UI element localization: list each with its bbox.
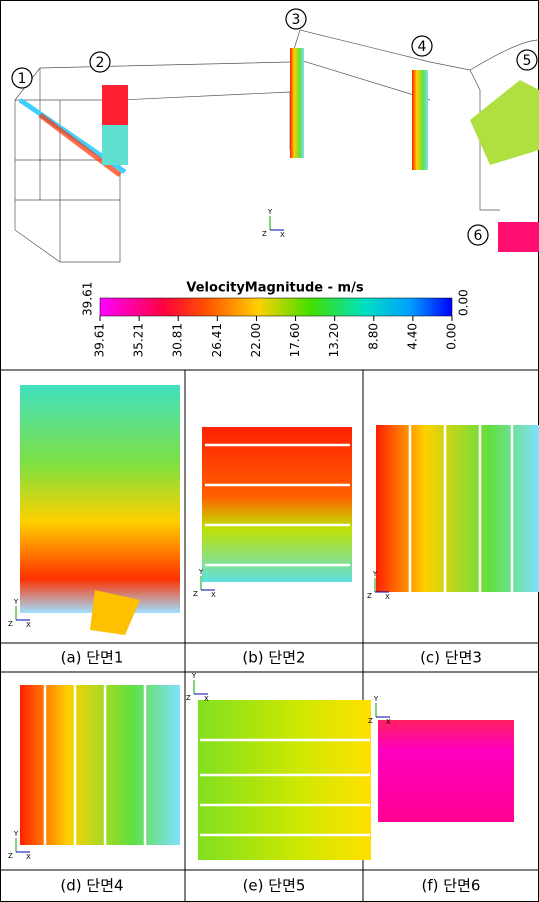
colorbar-tick-label: 8.80 bbox=[366, 323, 380, 350]
panel-caption: (a) 단면1 bbox=[61, 649, 124, 667]
panel-caption: (d) 단면4 bbox=[60, 877, 123, 895]
axis-label: Z bbox=[8, 620, 13, 628]
panel-caption: (b) 단면2 bbox=[242, 649, 305, 667]
axis-label: X bbox=[211, 591, 216, 599]
section-image bbox=[376, 425, 539, 592]
section-image bbox=[202, 427, 352, 582]
marker-label: 5 bbox=[523, 53, 532, 69]
axis-label: Y bbox=[191, 672, 197, 680]
axis-label: Z bbox=[368, 717, 373, 725]
colorbar-min: 0.00 bbox=[457, 289, 471, 316]
axis-label: X bbox=[204, 695, 209, 703]
panel-caption: (f) 단면6 bbox=[422, 877, 481, 895]
figure: 1 2 3 4 5 6 VelocityMagnitude - m/s 39.61 0.00 3… bbox=[0, 0, 539, 902]
axis-label: X bbox=[280, 231, 285, 239]
marker-label: 6 bbox=[474, 228, 483, 244]
colorbar-tick-label: 35.21 bbox=[132, 323, 146, 357]
section-image bbox=[20, 385, 180, 613]
axis-label: Y bbox=[373, 695, 379, 703]
colorbar-tick-label: 4.40 bbox=[405, 323, 419, 350]
axis-label: Z bbox=[186, 694, 191, 702]
section-image bbox=[378, 720, 514, 822]
axis-label: Y bbox=[198, 568, 204, 576]
axis-label: X bbox=[386, 718, 391, 726]
marker-label: 1 bbox=[18, 71, 27, 87]
axis-label: Z bbox=[193, 590, 198, 598]
axis-label: Z bbox=[8, 852, 13, 860]
panel-caption: (e) 단면5 bbox=[243, 877, 306, 895]
axis-label: Y bbox=[267, 208, 273, 216]
colorbar-tick-label: 17.60 bbox=[288, 323, 302, 357]
colorbar-tick-label: 39.61 bbox=[93, 323, 107, 357]
colorbar-max: 39.61 bbox=[81, 282, 95, 316]
colorbar-tick-label: 22.00 bbox=[249, 323, 263, 357]
colorbar-tick-label: 0.00 bbox=[445, 323, 459, 350]
colorbar-title: VelocityMagnitude - m/s bbox=[186, 281, 363, 296]
colorbar-tick-label: 30.81 bbox=[171, 323, 185, 357]
axis-label: X bbox=[26, 853, 31, 861]
marker-label: 4 bbox=[418, 39, 427, 55]
colorbar-tick-label: 13.20 bbox=[327, 323, 341, 357]
axis-label: X bbox=[26, 621, 31, 629]
axis-label: Y bbox=[13, 598, 19, 606]
axis-label: Y bbox=[13, 830, 19, 838]
colorbar-tick-label: 26.41 bbox=[210, 323, 224, 357]
axis-label: Z bbox=[367, 592, 372, 600]
axis-label: Y bbox=[372, 570, 378, 578]
marker-label: 2 bbox=[96, 55, 105, 71]
axis-label: X bbox=[385, 593, 390, 601]
panel-caption: (c) 단면3 bbox=[420, 649, 482, 667]
axis-label: Z bbox=[262, 230, 267, 238]
colorbar bbox=[100, 298, 452, 316]
marker-label: 3 bbox=[292, 12, 301, 28]
